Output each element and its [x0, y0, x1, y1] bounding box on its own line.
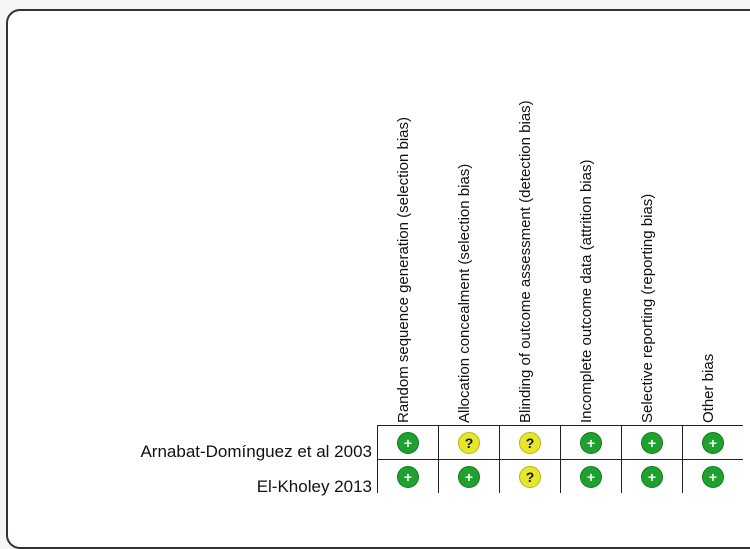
- low-risk-icon: +: [458, 465, 480, 488]
- grid-cell: +: [560, 459, 621, 493]
- grid-cell: +: [560, 425, 621, 459]
- grid-cell: ?: [438, 425, 499, 459]
- grid-cell: +: [377, 459, 438, 493]
- grid-cell: ?: [499, 459, 560, 493]
- low-risk-icon: +: [580, 465, 602, 488]
- low-risk-icon: +: [397, 431, 419, 454]
- low-risk-icon: +: [641, 465, 663, 488]
- study-label-arnabat: Arnabat-Domínguez et al 2003: [140, 442, 372, 461]
- grid-cell: +: [682, 425, 743, 459]
- study-label-el-kholey: El-Kholey 2013: [256, 477, 372, 496]
- grid-cell: +: [438, 459, 499, 493]
- unclear-risk-icon: ?: [458, 431, 480, 454]
- low-risk-icon: +: [641, 431, 663, 454]
- low-risk-icon: +: [702, 431, 724, 454]
- grid-cell: ?: [499, 425, 560, 459]
- grid-cell: +: [621, 459, 682, 493]
- grid-cell: +: [682, 459, 743, 493]
- grid-cell: +: [377, 425, 438, 459]
- unclear-risk-icon: ?: [519, 431, 541, 454]
- grid-cell: +: [621, 425, 682, 459]
- unclear-risk-icon: ?: [519, 465, 541, 488]
- low-risk-icon: +: [580, 431, 602, 454]
- low-risk-icon: +: [702, 465, 724, 488]
- low-risk-icon: +: [397, 465, 419, 488]
